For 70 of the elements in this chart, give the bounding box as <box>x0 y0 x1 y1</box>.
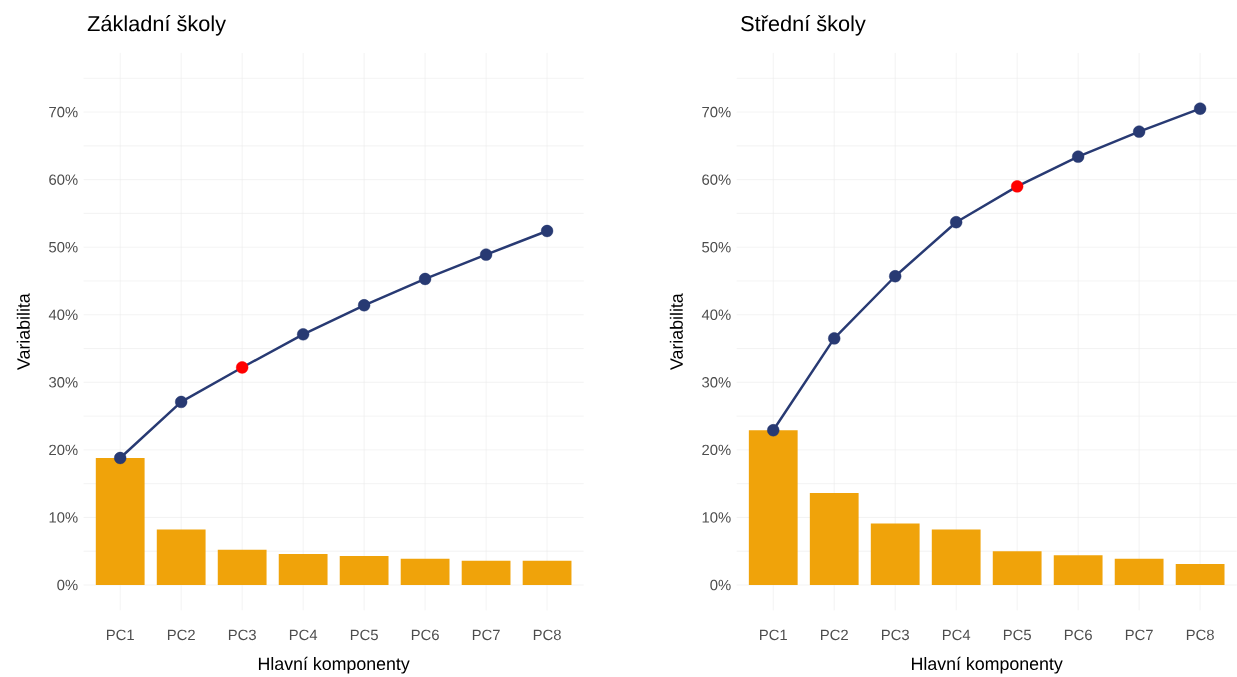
point <box>114 451 127 465</box>
point <box>767 424 780 437</box>
y-tick-label: 70% <box>702 106 731 118</box>
point <box>540 224 554 238</box>
x-axis-title: Hlavní komponenty <box>258 656 410 674</box>
x-tick-label: PC1 <box>106 629 134 641</box>
y-tick-label: 10% <box>702 512 731 523</box>
y-tick-label: 70% <box>49 106 78 118</box>
y-tick-label: 0% <box>710 579 731 591</box>
x-tick-label: PC1 <box>760 629 787 641</box>
x-tick-label: PC4 <box>289 629 318 641</box>
y-axis-title: Variabilita <box>16 293 30 371</box>
point <box>418 272 432 286</box>
bar <box>870 523 920 586</box>
bar <box>809 493 859 586</box>
x-tick-label: PC6 <box>1064 629 1092 641</box>
y-tick-label: 30% <box>702 377 731 388</box>
x-tick-label: PC6 <box>411 629 439 641</box>
bar <box>278 553 328 586</box>
x-tick-label: PC3 <box>228 629 256 641</box>
bar <box>1175 564 1225 586</box>
y-tick-label: 20% <box>49 444 78 456</box>
bar <box>522 560 572 586</box>
point <box>889 270 902 283</box>
y-tick-label: 40% <box>701 309 731 321</box>
bar <box>95 458 145 586</box>
point <box>1133 125 1146 138</box>
y-tick-label: 20% <box>702 444 731 456</box>
bar <box>992 551 1042 586</box>
point <box>1072 150 1085 163</box>
point <box>1193 102 1207 115</box>
chart-title: Základní školy <box>87 15 226 36</box>
y-tick-label: 0% <box>57 579 78 591</box>
y-axis-title: Variabilita <box>669 293 683 371</box>
y-tick-label: 30% <box>49 377 78 388</box>
x-tick-label: PC7 <box>1125 629 1153 641</box>
bar <box>931 529 981 586</box>
x-tick-label: PC3 <box>882 629 909 641</box>
point <box>297 328 310 341</box>
x-tick-label: PC2 <box>167 629 195 641</box>
bar <box>461 560 511 586</box>
y-tick-label: 60% <box>49 174 78 185</box>
x-tick-label: PC8 <box>533 629 561 641</box>
y-tick-label: 10% <box>49 512 78 523</box>
x-tick-label: PC4 <box>942 629 971 641</box>
bar <box>156 529 206 586</box>
point <box>358 299 371 312</box>
point <box>950 216 963 229</box>
chart-title: Střední školy <box>741 15 866 36</box>
x-tick-label: PC5 <box>1003 629 1031 641</box>
x-tick-label: PC7 <box>472 629 500 641</box>
y-tick-label: 60% <box>702 174 731 185</box>
bar <box>339 556 389 586</box>
point <box>479 248 493 261</box>
bar <box>1053 555 1103 586</box>
x-tick-label: PC5 <box>350 629 378 641</box>
y-tick-label: 40% <box>48 309 78 321</box>
x-tick-label: PC2 <box>821 629 848 641</box>
point <box>828 332 841 345</box>
point <box>1011 180 1024 193</box>
bar <box>748 430 798 586</box>
y-tick-label: 50% <box>49 241 78 253</box>
y-tick-label: 50% <box>702 241 731 253</box>
bar <box>1114 558 1164 586</box>
x-axis-title: Hlavní komponenty <box>912 656 1063 674</box>
point <box>236 361 249 374</box>
x-tick-label: PC8 <box>1186 629 1214 641</box>
point <box>175 395 188 409</box>
bar <box>217 549 267 586</box>
bar <box>400 558 450 586</box>
